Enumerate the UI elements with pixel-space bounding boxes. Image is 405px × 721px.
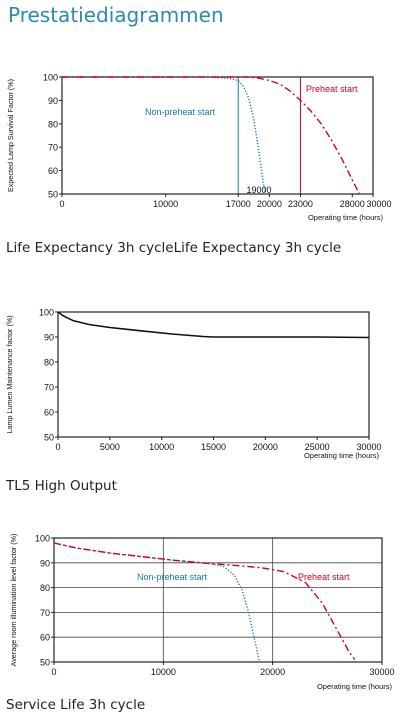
chart-caption-tl5-high-output: TL5 High Output xyxy=(6,478,117,494)
series-line-preheat-start xyxy=(53,542,356,660)
y-tick-label: 100 xyxy=(39,308,54,318)
x-axis-label: Operating time (hours) xyxy=(308,213,384,222)
x-tick-label: 0 xyxy=(51,667,56,677)
y-tick-label: 50 xyxy=(40,658,50,668)
plot-frame xyxy=(57,311,370,438)
x-tick-label: 15000 xyxy=(201,442,226,452)
y-tick-label: 90 xyxy=(44,333,54,343)
x-tick-label: 10000 xyxy=(151,667,176,677)
y-tick-label: 90 xyxy=(40,558,50,568)
x-tick-label: 23000 xyxy=(288,199,313,209)
series-label: Preheat start xyxy=(306,84,358,94)
series-label: Preheat start xyxy=(298,572,350,582)
y-tick-label: 100 xyxy=(35,534,50,544)
y-axis-label: Lamp Lumen Maintenance factor (%) xyxy=(5,315,14,433)
x-tick-label: 20000 xyxy=(260,667,285,677)
lumen-maintenance-chart: 50 60 70 80 90 100 0 5000 10000 15000 20000 25000 30… xyxy=(5,308,382,461)
y-tick-label: 80 xyxy=(40,583,50,593)
x-tick-label: 30000 xyxy=(356,442,381,452)
x-axis-label: Operating time (hours) xyxy=(317,682,393,691)
x-tick-label: 10000 xyxy=(149,442,174,452)
x-tick-label: 5000 xyxy=(100,442,120,452)
x-tick-label: 17000 xyxy=(226,199,251,209)
series-line-non-preheat-start xyxy=(53,542,261,663)
x-tick-label: 30000 xyxy=(369,667,394,677)
plot-frame xyxy=(53,537,383,663)
series-line-non-preheat-start xyxy=(62,76,266,195)
x-tick-label: 28000 xyxy=(340,199,365,209)
plot-frame xyxy=(61,76,374,195)
y-axis-label: Expected Lamp Survival Factor (%) xyxy=(6,79,15,192)
chart-caption-service-life: Service Life 3h cycle xyxy=(6,697,146,713)
life-expectancy-chart: 50 60 70 80 90 100 0 10000 17000 20000 23000 28000 3… xyxy=(6,73,392,223)
y-tick-label: 80 xyxy=(48,119,58,129)
chart-caption-life-expectancy: Life Expectancy 3h cycleLife Expectancy … xyxy=(6,240,342,256)
y-tick-label: 70 xyxy=(40,608,50,618)
y-tick-label: 60 xyxy=(44,408,54,418)
x-tick-label: 10000 xyxy=(153,199,178,209)
x-tick-label: 20000 xyxy=(253,442,278,452)
series-line-preheat-start xyxy=(62,76,361,195)
x-tick-label: 0 xyxy=(59,199,64,209)
y-tick-label: 90 xyxy=(48,96,58,106)
x-tick-label: 25000 xyxy=(305,442,330,452)
x-axis-label: Operating time (hours) xyxy=(304,451,380,460)
y-tick-label: 70 xyxy=(48,143,58,153)
x-tick-label: 30000 xyxy=(366,199,391,209)
series-label: Non-preheat start xyxy=(137,572,208,582)
series-line-main xyxy=(57,311,370,339)
annotation-label: 19000 xyxy=(246,185,271,195)
y-tick-label: 60 xyxy=(40,633,50,643)
y-tick-label: 100 xyxy=(43,73,58,83)
y-tick-label: 50 xyxy=(48,190,58,200)
page-title: Prestatiediagrammen xyxy=(8,3,224,27)
y-tick-label: 60 xyxy=(48,166,58,176)
service-life-chart: 50 60 70 80 90 100 0 10000 20000 30000 Operating t… xyxy=(9,534,395,692)
y-tick-label: 80 xyxy=(44,358,54,368)
series-label: Non-preheat start xyxy=(145,107,216,117)
x-tick-label: 20000 xyxy=(257,199,282,209)
y-tick-label: 70 xyxy=(44,383,54,393)
y-tick-label: 50 xyxy=(44,433,54,443)
x-tick-label: 0 xyxy=(55,442,60,452)
y-axis-label: Average room illumination level factor (… xyxy=(9,534,18,667)
